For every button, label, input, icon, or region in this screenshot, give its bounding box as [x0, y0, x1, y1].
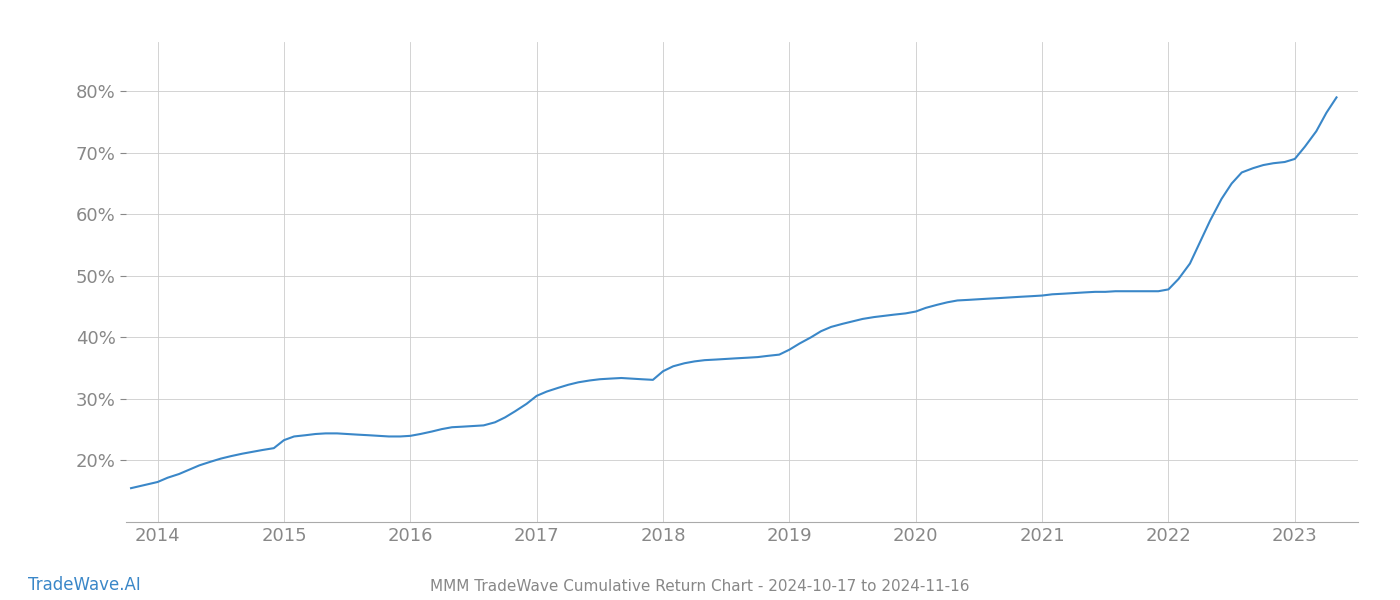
Text: MMM TradeWave Cumulative Return Chart - 2024-10-17 to 2024-11-16: MMM TradeWave Cumulative Return Chart - … [430, 579, 970, 594]
Text: TradeWave.AI: TradeWave.AI [28, 576, 141, 594]
